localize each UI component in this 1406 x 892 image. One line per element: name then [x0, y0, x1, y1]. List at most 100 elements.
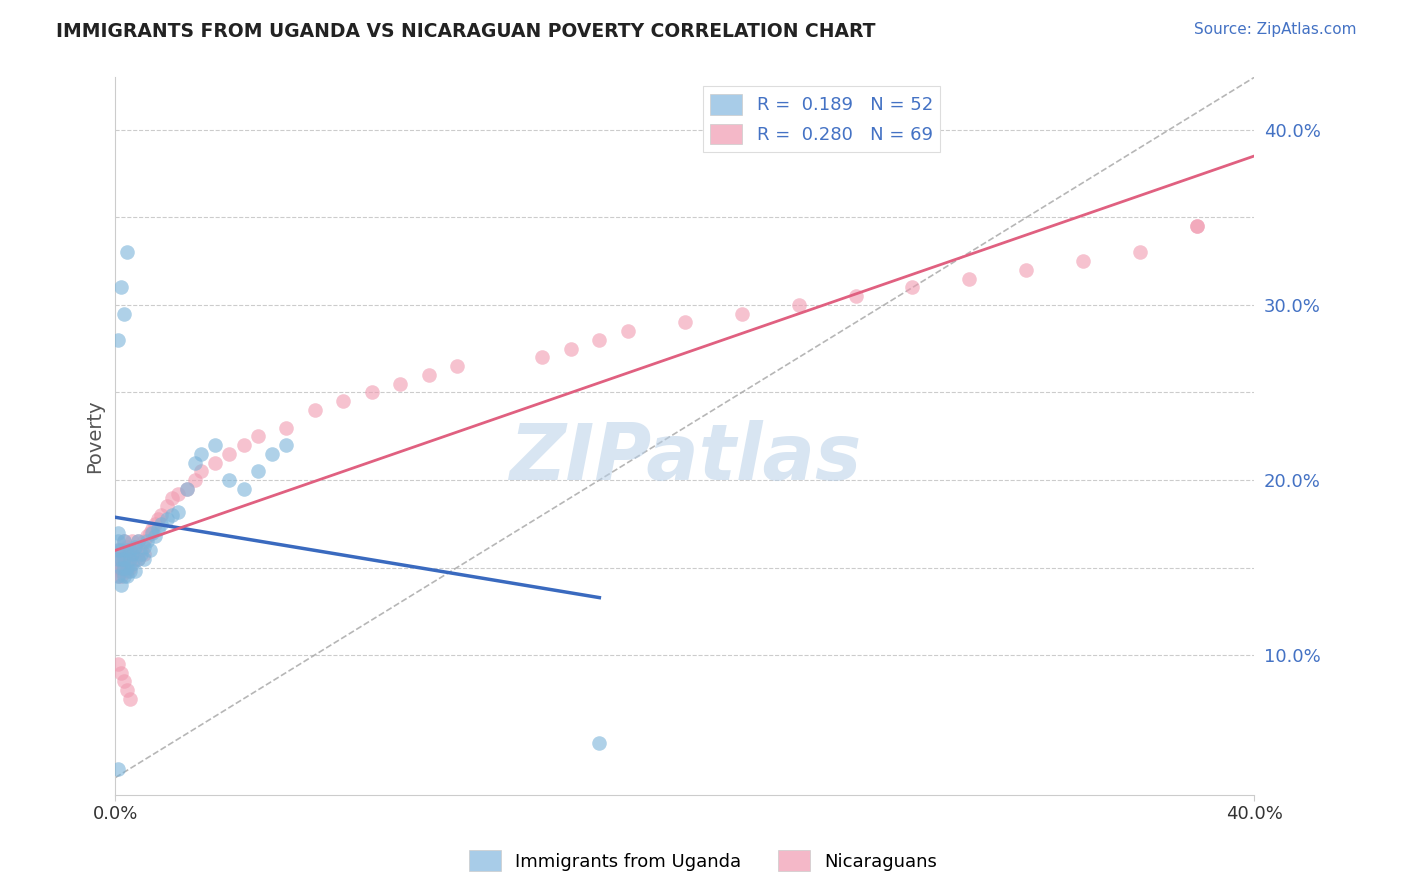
- Point: [132, 540, 155, 554]
- Point: [115, 245, 138, 260]
- Point: [901, 280, 924, 294]
- Point: [731, 307, 754, 321]
- Point: [135, 529, 157, 543]
- Point: [1071, 254, 1094, 268]
- Point: [112, 560, 135, 574]
- Point: [360, 385, 382, 400]
- Point: [304, 403, 326, 417]
- Point: [143, 516, 166, 531]
- Point: [276, 438, 298, 452]
- Point: [110, 578, 132, 592]
- Point: [146, 511, 169, 525]
- Point: [118, 551, 141, 566]
- Point: [232, 438, 254, 452]
- Point: [107, 657, 129, 671]
- Point: [1129, 245, 1152, 260]
- Point: [112, 560, 135, 574]
- Point: [167, 504, 190, 518]
- Point: [176, 482, 198, 496]
- Point: [146, 522, 169, 536]
- Point: [129, 543, 152, 558]
- Point: [184, 456, 207, 470]
- Point: [167, 487, 190, 501]
- Point: [107, 543, 129, 558]
- Text: Source: ZipAtlas.com: Source: ZipAtlas.com: [1194, 22, 1357, 37]
- Point: [118, 543, 141, 558]
- Point: [121, 547, 143, 561]
- Point: [118, 543, 141, 558]
- Point: [118, 560, 141, 574]
- Point: [112, 674, 135, 689]
- Point: [845, 289, 868, 303]
- Point: [218, 447, 240, 461]
- Point: [127, 551, 149, 566]
- Point: [132, 534, 155, 549]
- Point: [127, 534, 149, 549]
- Point: [118, 564, 141, 578]
- Point: [162, 508, 184, 522]
- Point: [110, 569, 132, 583]
- Point: [617, 324, 640, 338]
- Point: [118, 691, 141, 706]
- Point: [141, 522, 163, 536]
- Point: [156, 511, 179, 525]
- Point: [110, 557, 132, 571]
- Legend: Immigrants from Uganda, Nicaraguans: Immigrants from Uganda, Nicaraguans: [461, 843, 945, 879]
- Point: [673, 316, 696, 330]
- Point: [124, 540, 146, 554]
- Point: [110, 547, 132, 561]
- Point: [132, 547, 155, 561]
- Point: [127, 534, 149, 549]
- Point: [588, 735, 610, 749]
- Point: [162, 491, 184, 505]
- Point: [246, 464, 269, 478]
- Point: [110, 564, 132, 578]
- Point: [110, 665, 132, 680]
- Point: [121, 547, 143, 561]
- Legend: R =  0.189   N = 52, R =  0.280   N = 69: R = 0.189 N = 52, R = 0.280 N = 69: [703, 87, 941, 152]
- Point: [107, 543, 129, 558]
- Y-axis label: Poverty: Poverty: [86, 400, 104, 473]
- Point: [232, 482, 254, 496]
- Point: [112, 551, 135, 566]
- Point: [112, 569, 135, 583]
- Point: [588, 333, 610, 347]
- Point: [531, 351, 554, 365]
- Point: [121, 557, 143, 571]
- Point: [149, 516, 172, 531]
- Point: [218, 473, 240, 487]
- Point: [204, 456, 226, 470]
- Point: [143, 529, 166, 543]
- Point: [121, 534, 143, 549]
- Point: [141, 525, 163, 540]
- Point: [112, 551, 135, 566]
- Point: [246, 429, 269, 443]
- Point: [110, 560, 132, 574]
- Point: [115, 560, 138, 574]
- Point: [135, 534, 157, 549]
- Point: [107, 569, 129, 583]
- Point: [115, 683, 138, 698]
- Point: [560, 342, 582, 356]
- Point: [184, 473, 207, 487]
- Point: [138, 525, 160, 540]
- Point: [787, 298, 810, 312]
- Point: [190, 464, 212, 478]
- Point: [446, 359, 468, 374]
- Point: [112, 534, 135, 549]
- Point: [138, 543, 160, 558]
- Point: [115, 543, 138, 558]
- Point: [132, 551, 155, 566]
- Point: [124, 564, 146, 578]
- Point: [107, 569, 129, 583]
- Point: [127, 551, 149, 566]
- Point: [190, 447, 212, 461]
- Point: [176, 482, 198, 496]
- Point: [276, 420, 298, 434]
- Point: [1015, 263, 1038, 277]
- Point: [1185, 219, 1208, 234]
- Text: ZIPatlas: ZIPatlas: [509, 420, 860, 496]
- Point: [124, 551, 146, 566]
- Point: [107, 534, 129, 549]
- Point: [115, 564, 138, 578]
